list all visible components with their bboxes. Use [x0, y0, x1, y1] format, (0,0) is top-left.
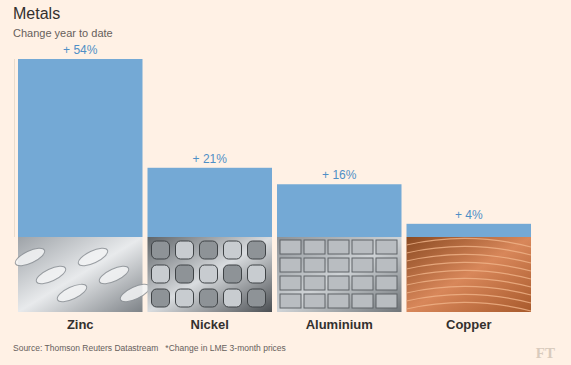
metal-texture — [407, 238, 532, 247]
metal-texture — [328, 276, 349, 290]
note: *Change in LME 3-month prices — [165, 343, 285, 353]
category-label: Zinc — [67, 317, 94, 332]
metal-texture — [280, 240, 301, 254]
metal-texture — [224, 241, 242, 259]
data-label: + 16% — [322, 168, 357, 182]
metal-texture — [304, 294, 325, 308]
subtitle: Change year to date — [13, 27, 113, 39]
data-label: + 21% — [193, 152, 228, 166]
metal-texture — [152, 289, 170, 307]
metal-texture — [248, 241, 266, 259]
metal-texture — [224, 289, 242, 307]
metal-texture — [176, 241, 194, 259]
metal-texture — [200, 265, 218, 283]
bar — [148, 168, 273, 237]
metal-texture — [176, 289, 194, 307]
background — [0, 0, 571, 365]
metal-texture — [200, 241, 218, 259]
metal-texture — [407, 262, 532, 271]
metal-texture — [280, 258, 301, 272]
metal-image-bg — [148, 237, 273, 312]
source: Source: Thomson Reuters Datastream — [13, 343, 158, 353]
metal-texture — [76, 245, 110, 269]
metal-texture — [55, 281, 89, 305]
metal-texture — [407, 278, 532, 287]
metal-texture — [352, 258, 373, 272]
metal-texture — [13, 245, 47, 269]
metal-texture — [407, 246, 532, 255]
metal-texture — [152, 241, 170, 259]
metal-texture — [328, 258, 349, 272]
metal-texture — [224, 265, 242, 283]
metal-texture — [304, 276, 325, 290]
metal-image-bg — [407, 237, 532, 312]
metal-texture — [97, 263, 131, 287]
metal-image — [148, 237, 273, 312]
metal-texture — [118, 281, 152, 305]
metal-image — [277, 237, 402, 312]
metal-texture — [328, 240, 349, 254]
metal-texture — [280, 276, 301, 290]
metal-image-bg — [277, 237, 402, 312]
logo: FT — [536, 345, 555, 361]
metal-texture — [376, 258, 397, 272]
data-label: + 4% — [455, 208, 483, 222]
metal-texture — [280, 294, 301, 308]
category-label: Aluminium — [306, 317, 373, 332]
metal-texture — [304, 240, 325, 254]
category-label: Nickel — [191, 317, 229, 332]
metal-texture — [407, 270, 532, 279]
metal-texture — [376, 276, 397, 290]
chart-container: Metals Change year to date + 54% + 21% + 16%… — [0, 0, 571, 365]
bar — [18, 59, 143, 237]
metal-texture — [407, 286, 532, 295]
title: Metals — [13, 5, 60, 22]
metal-texture — [176, 265, 194, 283]
metal-images — [13, 237, 531, 312]
metal-texture — [376, 294, 397, 308]
bar — [277, 184, 402, 237]
metal-texture — [152, 265, 170, 283]
metal-texture — [248, 265, 266, 283]
metal-texture — [407, 302, 532, 311]
metal-texture — [407, 254, 532, 263]
data-label: + 54% — [63, 43, 98, 57]
bars — [18, 59, 531, 237]
category-label: Copper — [446, 317, 492, 332]
metal-image — [13, 237, 152, 312]
metal-texture — [248, 289, 266, 307]
metal-texture — [200, 289, 218, 307]
metal-texture — [34, 263, 68, 287]
metal-texture — [376, 240, 397, 254]
metal-texture — [352, 240, 373, 254]
metal-texture — [328, 294, 349, 308]
chart-svg: Metals Change year to date + 54% + 21% + 16%… — [0, 0, 571, 365]
metal-texture — [304, 258, 325, 272]
metal-image — [407, 237, 532, 312]
metal-texture — [407, 294, 532, 303]
y-axis-line — [14, 59, 15, 237]
bar — [407, 224, 532, 237]
metal-texture — [352, 276, 373, 290]
metal-texture — [352, 294, 373, 308]
